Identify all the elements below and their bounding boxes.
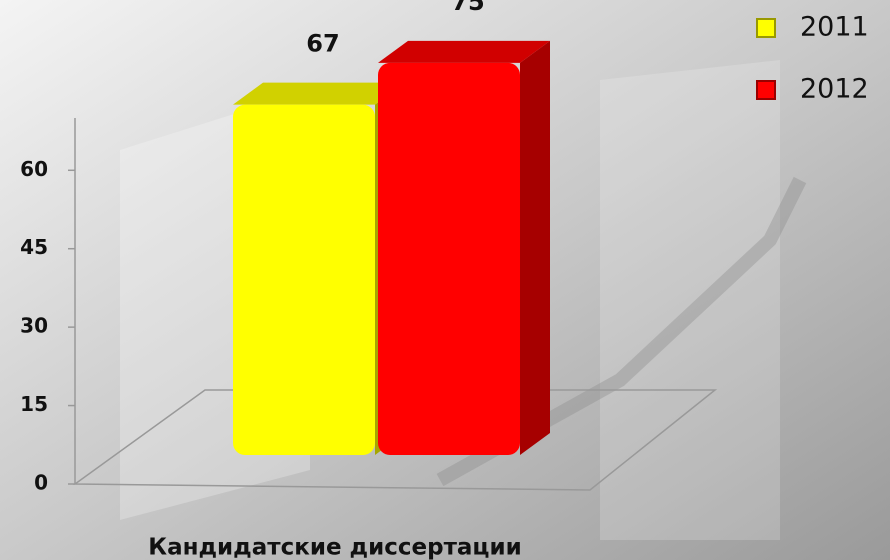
y-tick-label: 30 xyxy=(20,314,48,338)
bar xyxy=(233,104,375,455)
value-label: 67 xyxy=(306,30,339,58)
bar xyxy=(378,62,520,455)
y-tick-label: 45 xyxy=(20,235,48,259)
bar-top xyxy=(378,40,550,63)
legend-label: 2011 xyxy=(800,12,869,43)
background-decor xyxy=(600,60,780,540)
y-tick-label: 60 xyxy=(20,157,48,181)
legend-marker xyxy=(756,18,776,38)
category-label: Кандидатские диссертации xyxy=(148,535,521,560)
value-label: 75 xyxy=(451,0,484,16)
plot: 0 15 30 45 60 67 2011 75 2012 xyxy=(20,0,869,495)
bar-top xyxy=(233,82,405,105)
legend-label: 2012 xyxy=(800,74,869,105)
floor xyxy=(72,389,718,491)
legend-marker xyxy=(756,80,776,100)
y-tick-label: 0 xyxy=(34,471,48,495)
bar-side xyxy=(520,40,550,455)
y-tick-label: 15 xyxy=(20,392,48,416)
